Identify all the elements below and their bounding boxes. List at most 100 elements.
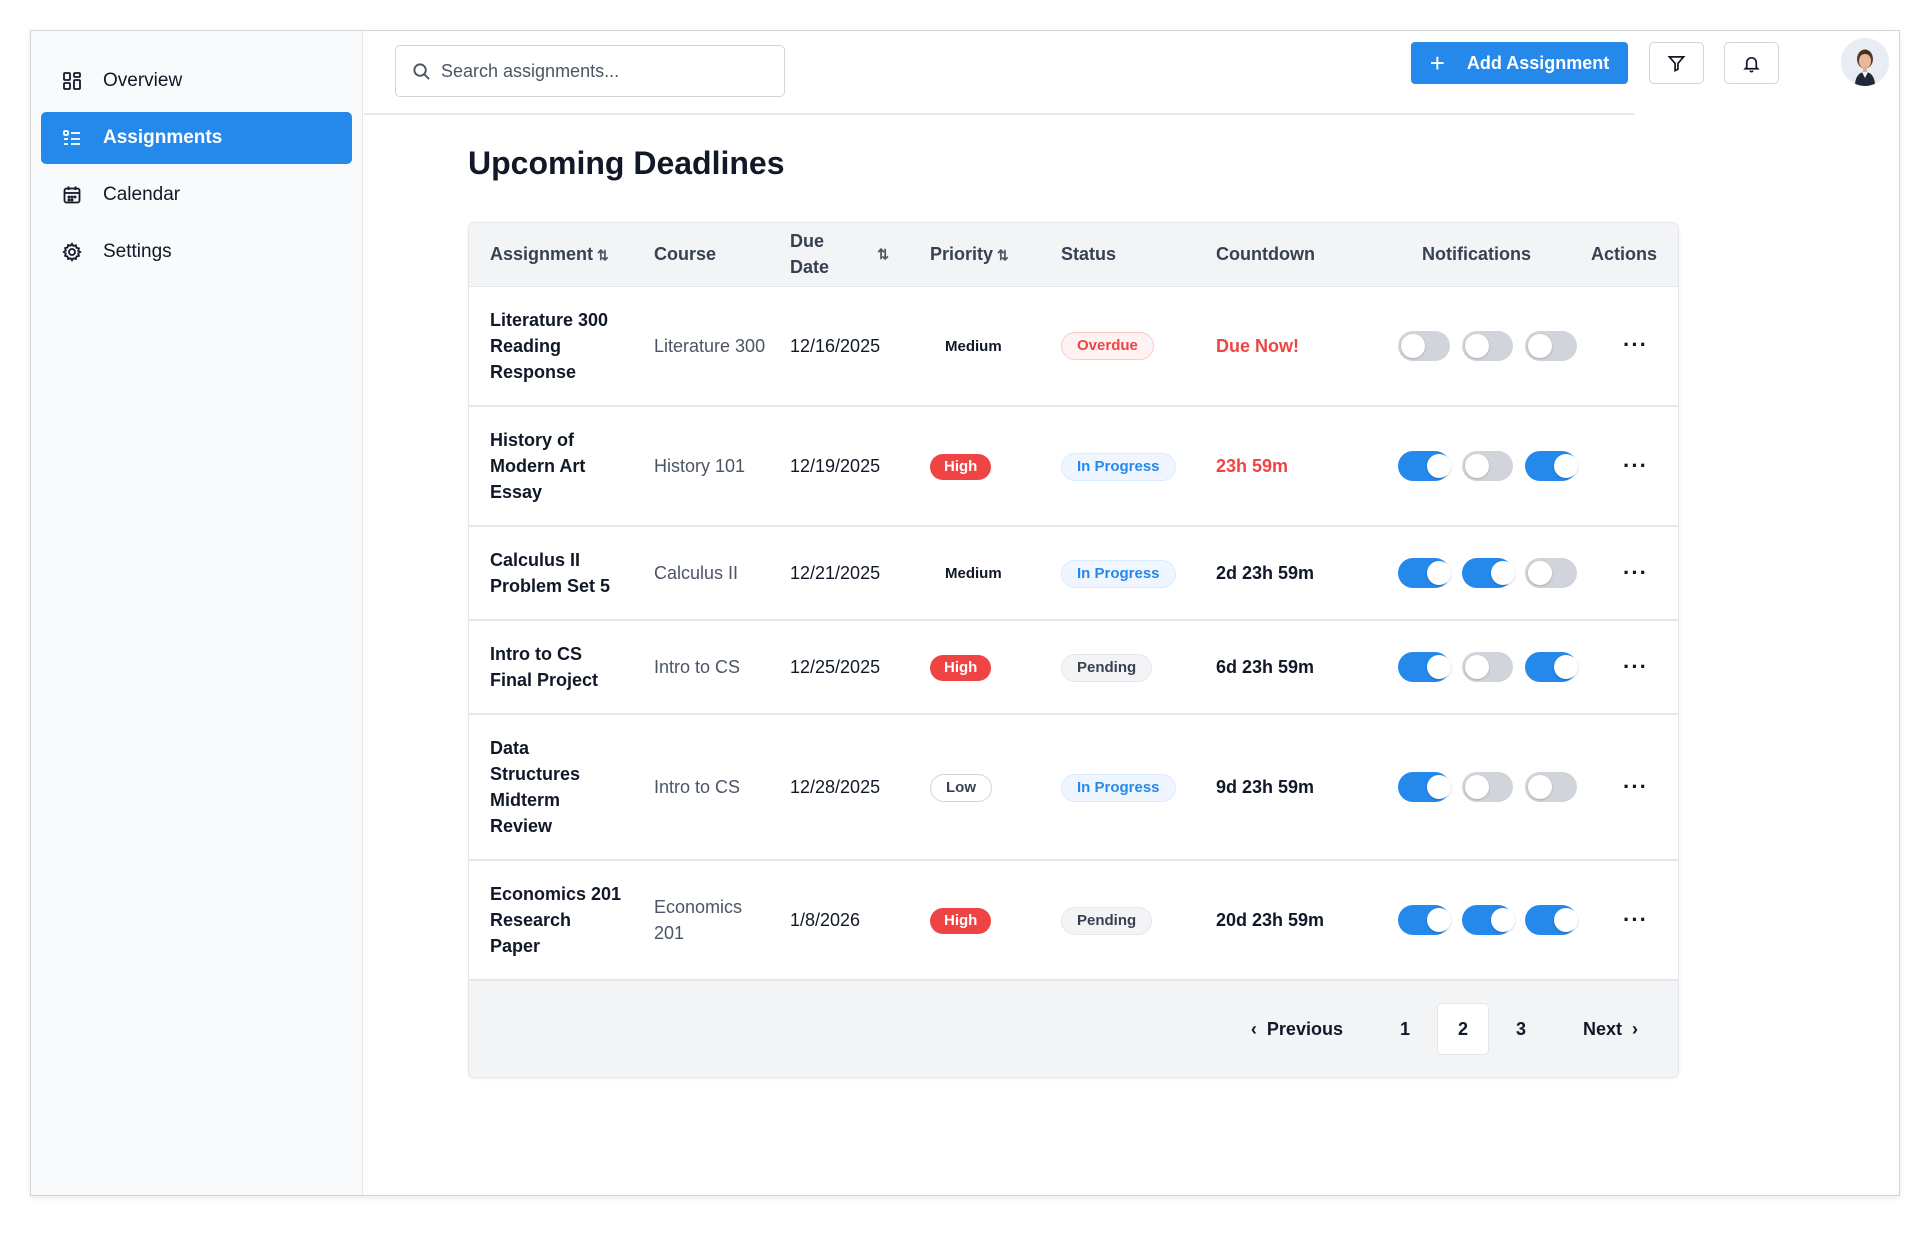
table-row: Economics 201 Research Paper Economics 20… xyxy=(469,860,1678,981)
countdown: Due Now! xyxy=(1195,286,1377,407)
notification-toggle[interactable] xyxy=(1398,558,1451,588)
course-name: Economics 201 xyxy=(633,860,769,981)
due-date: 12/28/2025 xyxy=(769,714,909,861)
sidebar-item-label: Overview xyxy=(103,70,183,91)
list-icon xyxy=(61,127,83,149)
more-actions-button[interactable]: ··· xyxy=(1623,653,1648,679)
notification-toggle[interactable] xyxy=(1461,652,1514,682)
more-actions-button[interactable]: ··· xyxy=(1623,906,1648,932)
countdown: 20d 23h 59m xyxy=(1195,860,1377,981)
assignment-title: Intro to CS Final Project xyxy=(469,620,633,715)
sidebar-item-calendar[interactable]: Calendar xyxy=(41,169,352,221)
page-button-2[interactable]: 2 xyxy=(1436,1003,1489,1055)
sort-icon[interactable]: ⇅ xyxy=(877,245,889,262)
notification-toggles xyxy=(1398,772,1578,802)
column-label: Actions xyxy=(1591,243,1658,264)
course-name: Literature 300 xyxy=(633,286,769,407)
sidebar-item-settings[interactable]: Settings xyxy=(41,226,352,278)
status-badge: Overdue xyxy=(1061,332,1154,361)
table-row: History of Modern Art Essay History 101 12… xyxy=(469,406,1678,527)
status-badge: In Progress xyxy=(1061,773,1176,802)
assignment-title: Literature 300 Reading Response xyxy=(469,286,633,407)
avatar[interactable] xyxy=(1841,38,1889,86)
notification-toggle[interactable] xyxy=(1398,905,1451,935)
search-box xyxy=(395,45,785,97)
page-button-1[interactable]: 1 xyxy=(1399,1018,1410,1039)
more-actions-button[interactable]: ··· xyxy=(1623,773,1648,799)
priority-badge: Low xyxy=(930,773,992,802)
sidebar-item-label: Settings xyxy=(103,241,172,262)
notification-toggle[interactable] xyxy=(1461,558,1515,588)
chevron-left-icon: ‹ xyxy=(1250,1018,1257,1039)
column-header-priority[interactable]: Priority ⇅ xyxy=(909,223,1040,287)
more-actions-button[interactable]: ··· xyxy=(1623,332,1648,358)
sidebar-item-overview[interactable]: Overview xyxy=(41,55,352,107)
notification-toggle[interactable] xyxy=(1525,652,1579,682)
countdown: 2d 23h 59m xyxy=(1195,526,1377,621)
course-name: History 101 xyxy=(633,406,769,527)
notification-toggle[interactable] xyxy=(1525,330,1578,361)
user-photo xyxy=(1841,38,1889,86)
priority-badge: High xyxy=(930,908,992,934)
bell-icon xyxy=(1743,56,1760,72)
column-header-countdown: Countdown xyxy=(1195,223,1377,287)
filter-icon xyxy=(1667,55,1686,72)
add-assignment-button[interactable]: + Add Assignment xyxy=(1411,42,1628,84)
sort-icon[interactable]: ⇅ xyxy=(597,246,609,263)
assignments-table: Assignment ⇅ Course Due Date ⇅ Priority ⇅ S… xyxy=(468,222,1679,1078)
countdown: 6d 23h 59m xyxy=(1195,620,1377,715)
plus-icon: + xyxy=(1429,48,1445,78)
due-date: 12/16/2025 xyxy=(769,286,909,407)
assignment-title: Data Structures Midterm Review xyxy=(469,714,633,861)
column-label: Notifications xyxy=(1422,243,1532,264)
column-header-due-date[interactable]: Due Date ⇅ xyxy=(769,223,909,287)
status-badge: In Progress xyxy=(1061,452,1176,481)
sidebar-item-assignments[interactable]: Assignments xyxy=(41,112,352,164)
more-actions-button[interactable]: ··· xyxy=(1623,559,1648,585)
notification-toggle[interactable] xyxy=(1461,772,1514,802)
notifications-button[interactable] xyxy=(1724,42,1779,84)
priority-badge: High xyxy=(930,655,992,681)
due-date: 12/19/2025 xyxy=(769,406,909,527)
sort-icon[interactable]: ⇅ xyxy=(997,246,1009,263)
notification-toggle[interactable] xyxy=(1398,451,1451,481)
notification-toggle[interactable] xyxy=(1525,558,1578,588)
column-header-actions: Actions xyxy=(1577,223,1678,287)
more-actions-button[interactable]: ··· xyxy=(1623,452,1648,478)
notification-toggles xyxy=(1398,905,1579,935)
app-window: Overview Assignments Calendar Settings xyxy=(30,30,1900,1196)
due-date: 12/25/2025 xyxy=(769,620,909,715)
pagination: ‹ Previous 1 2 3 Next › xyxy=(469,981,1678,1077)
course-name: Intro to CS xyxy=(633,620,769,715)
notification-toggles xyxy=(1398,451,1579,481)
column-header-status: Status xyxy=(1040,223,1195,287)
search-input[interactable] xyxy=(441,60,768,82)
previous-page-button[interactable]: ‹ Previous xyxy=(1251,1019,1343,1040)
top-bar: + Add Assignment xyxy=(364,31,1899,115)
notification-toggle[interactable] xyxy=(1525,905,1579,935)
page-button-3[interactable]: 3 xyxy=(1515,1018,1526,1039)
column-header-assignment[interactable]: Assignment ⇅ xyxy=(469,223,633,287)
countdown: 9d 23h 59m xyxy=(1195,714,1377,861)
notification-toggle[interactable] xyxy=(1461,905,1515,935)
status-badge: In Progress xyxy=(1061,559,1176,588)
gear-icon xyxy=(61,241,83,263)
table-row: Intro to CS Final Project Intro to CS 12/2… xyxy=(469,620,1678,715)
dashboard-icon xyxy=(61,70,83,92)
notification-toggle[interactable] xyxy=(1461,451,1514,481)
notification-toggle[interactable] xyxy=(1461,330,1514,361)
notification-toggle[interactable] xyxy=(1398,772,1451,802)
notification-toggle[interactable] xyxy=(1398,330,1450,361)
sidebar: Overview Assignments Calendar Settings xyxy=(31,31,363,1195)
notification-toggle[interactable] xyxy=(1398,652,1451,682)
previous-label: Previous xyxy=(1266,1018,1343,1039)
table-row: Literature 300 Reading Response Literatur… xyxy=(469,286,1678,407)
column-header-course: Course xyxy=(633,223,769,287)
notification-toggle[interactable] xyxy=(1525,772,1578,802)
notification-toggle[interactable] xyxy=(1525,451,1579,481)
next-label: Next xyxy=(1582,1018,1622,1039)
filter-button[interactable] xyxy=(1649,42,1704,84)
table-row: Calculus II Problem Set 5 Calculus II 12/2… xyxy=(469,526,1678,621)
next-page-button[interactable]: Next › xyxy=(1583,1019,1638,1040)
add-assignment-label: Add Assignment xyxy=(1466,52,1610,73)
